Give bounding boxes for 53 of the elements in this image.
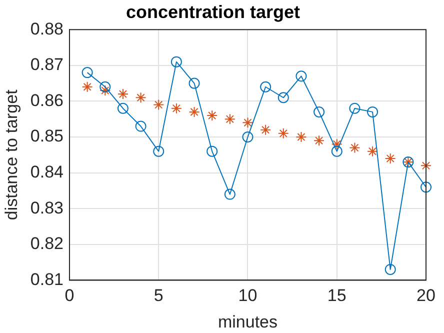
point [82,67,93,78]
y-tick-label: 0.84 [30,162,64,182]
point [100,81,111,92]
point [331,146,342,157]
x-axis-title: minutes [218,312,278,332]
point [278,92,289,104]
chart-title: concentration target [126,2,300,22]
x-tick-label: 20 [416,286,436,306]
point [224,114,236,125]
x-tick-label: 5 [154,286,164,306]
point [224,188,236,200]
point [314,135,325,146]
point [349,142,360,154]
point [117,88,128,100]
point [135,120,146,132]
point [188,106,200,118]
point [296,70,307,82]
point [367,106,378,118]
y-tick-label: 0.87 [30,55,64,74]
point [296,132,307,142]
point [206,146,218,157]
point [135,92,146,104]
point [349,102,360,114]
point [170,56,182,68]
point [153,99,164,110]
x-tick-label: 0 [64,286,74,306]
x-tick-label: 10 [238,286,258,306]
point [82,81,93,92]
y-tick-label: 0.88 [30,19,64,38]
point [188,78,200,89]
point [314,106,325,118]
y-tick-label: 0.85 [30,126,64,146]
point [242,132,254,142]
point [384,152,396,164]
point [242,117,254,128]
point [153,146,164,157]
y-tick-label: 0.86 [30,90,64,110]
y-tick-label: 0.83 [30,198,64,218]
y-tick-label: 0.82 [30,234,64,254]
y-tick-label: 0.81 [30,270,64,289]
point [420,182,432,193]
point [260,81,272,92]
point [384,264,396,275]
point [206,110,218,122]
point [170,102,182,114]
point [117,102,128,114]
y-axis-title: distance to target [2,89,21,220]
point [260,124,272,136]
point [367,146,378,157]
x-tick-label: 15 [327,286,346,306]
point [100,84,111,96]
point [278,128,289,139]
point [331,138,342,150]
